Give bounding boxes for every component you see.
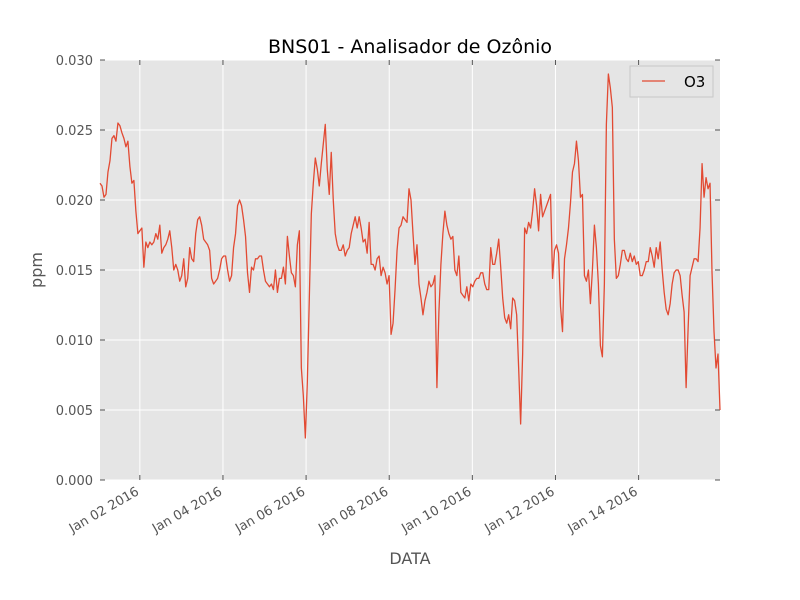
x-tick-label: Jan 06 2016	[232, 484, 308, 536]
y-tick-label: 0.000	[56, 474, 93, 489]
x-tick-label: Jan 02 2016	[66, 484, 142, 536]
legend: O3	[629, 65, 714, 98]
y-tick-label: 0.010	[56, 334, 93, 349]
y-tick-label: 0.030	[56, 54, 93, 69]
x-tick-label: Jan 12 2016	[482, 484, 558, 536]
y-tick-label: 0.005	[56, 404, 93, 419]
y-axis-label: ppm	[27, 252, 46, 288]
series-line-o3	[99, 73, 721, 439]
y-tick-label: 0.015	[56, 264, 93, 279]
x-tick-label: Jan 04 2016	[149, 484, 225, 536]
legend-label-o3: O3	[684, 73, 705, 91]
x-tick-label: Jan 08 2016	[315, 484, 391, 536]
series-layer	[99, 73, 721, 439]
chart-title: BNS01 - Analisador de Ozônio	[268, 36, 552, 58]
x-tick-label: Jan 10 2016	[398, 484, 474, 536]
x-tick-label: Jan 14 2016	[565, 484, 641, 536]
y-tick-label: 0.020	[56, 194, 93, 209]
y-tick-label: 0.025	[56, 124, 93, 139]
x-axis-label: DATA	[389, 549, 430, 568]
